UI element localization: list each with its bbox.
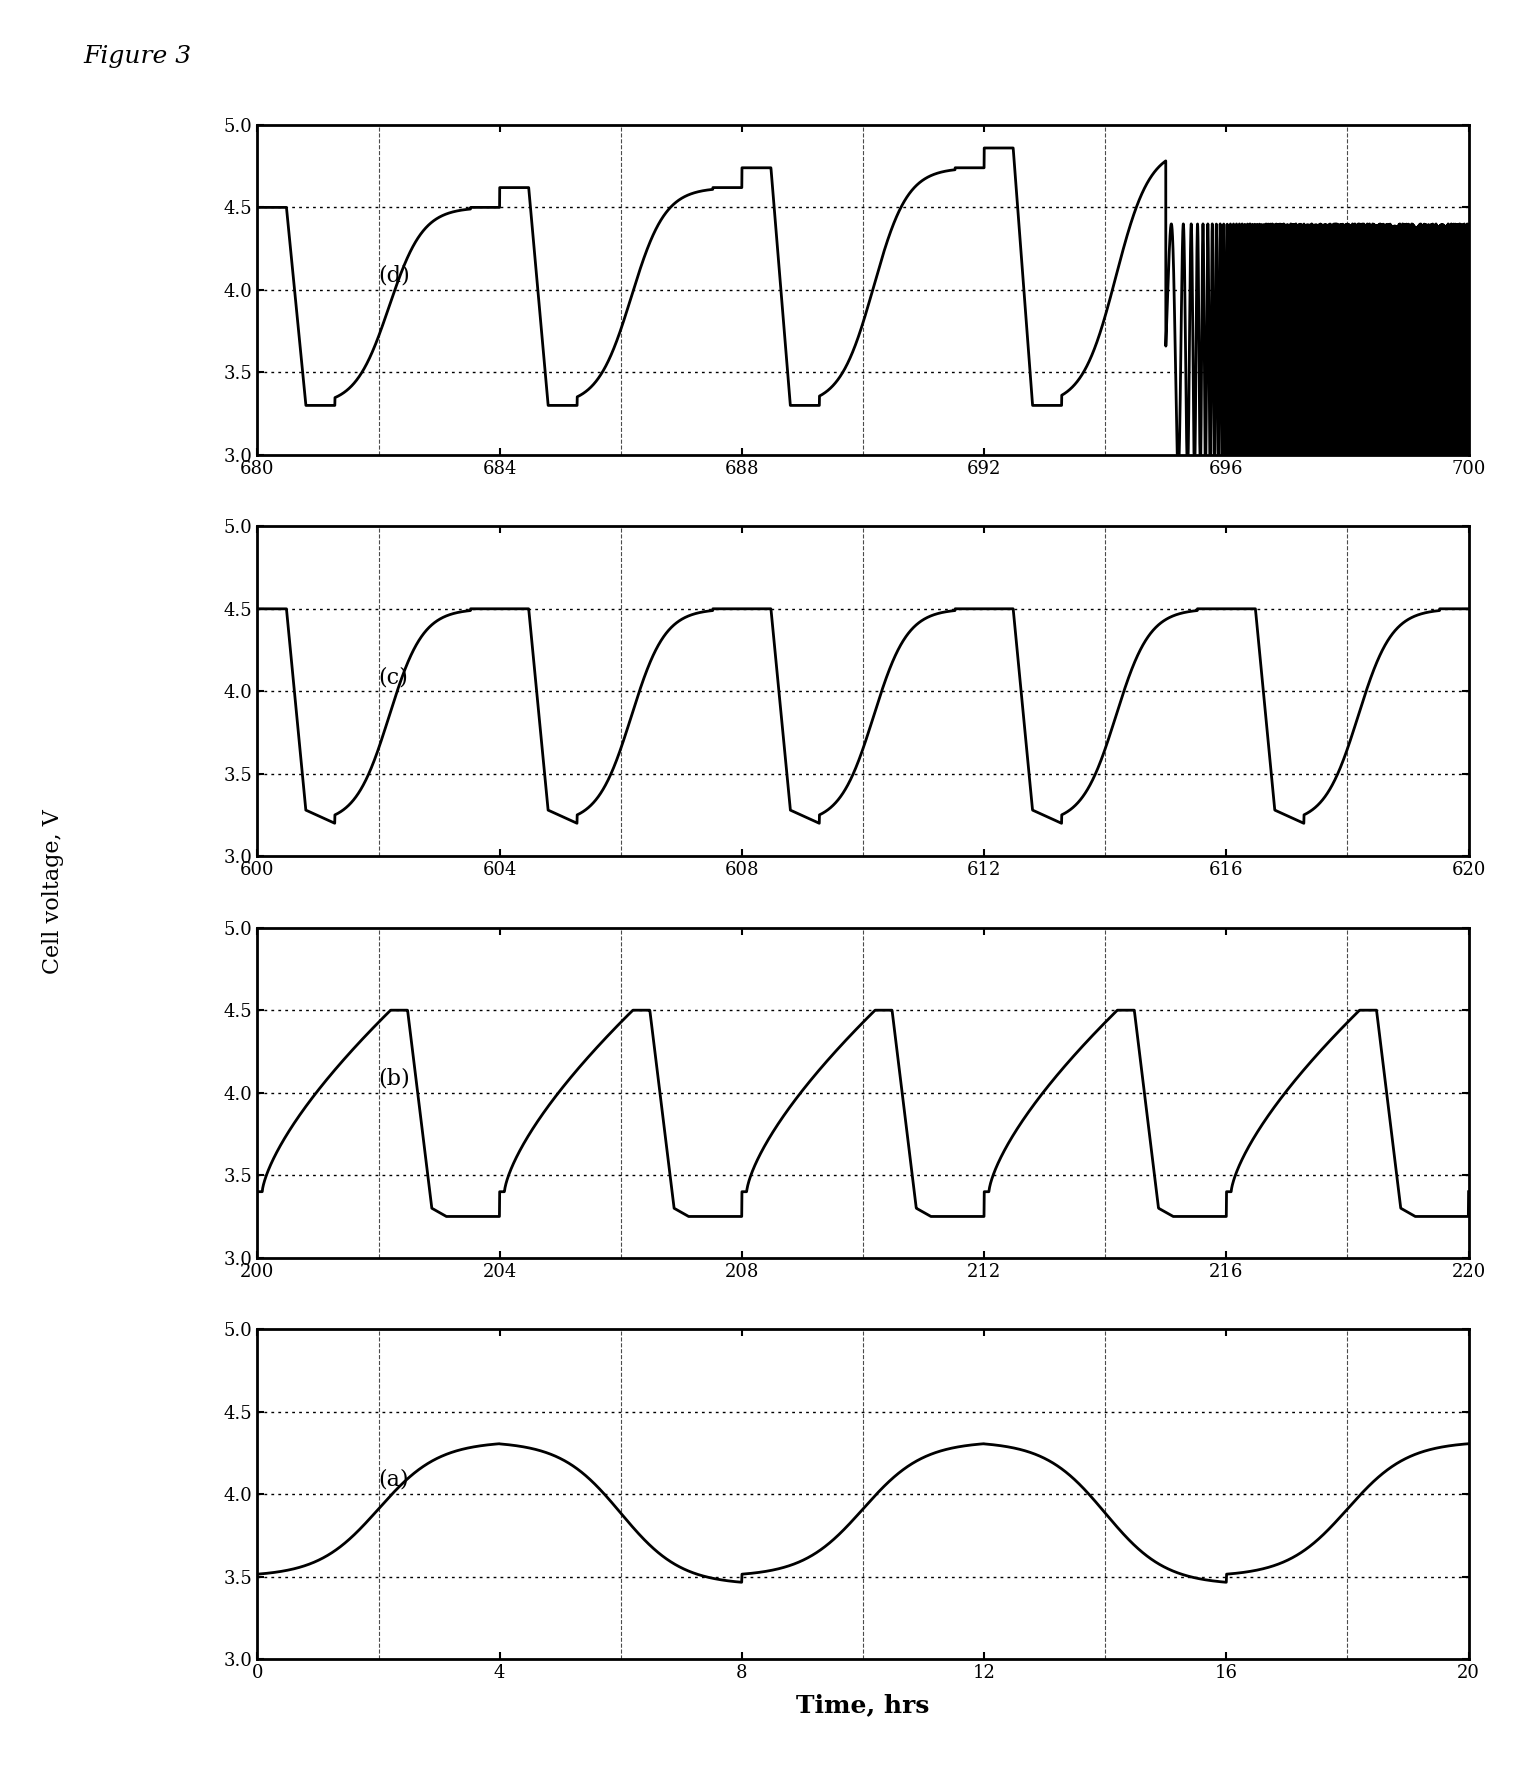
Text: (b): (b) [378,1067,410,1090]
Text: (a): (a) [378,1468,409,1491]
Text: Figure 3: Figure 3 [83,45,191,68]
Text: (c): (c) [378,665,409,689]
Text: (d): (d) [378,264,410,287]
X-axis label: Time, hrs: Time, hrs [796,1693,930,1716]
Text: Cell voltage, V: Cell voltage, V [42,810,64,974]
